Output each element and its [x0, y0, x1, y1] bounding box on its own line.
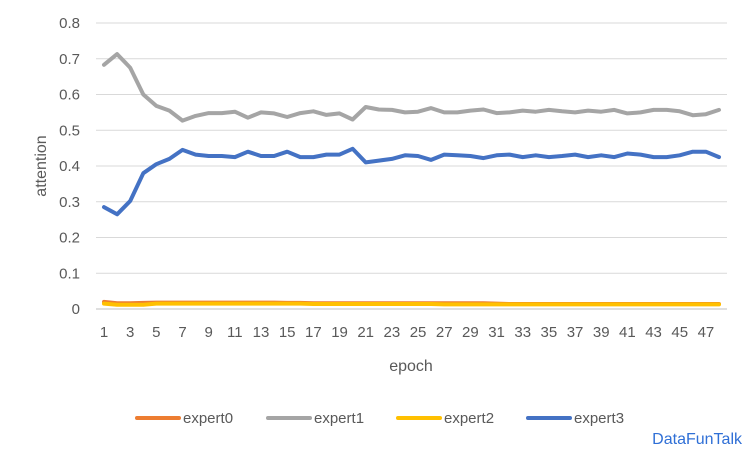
gridlines — [96, 22, 727, 310]
x-tick-label: 43 — [645, 324, 662, 341]
x-tick-label: 39 — [593, 324, 610, 341]
x-tick-label: 3 — [126, 324, 134, 341]
series-line-expert3 — [102, 146, 721, 217]
x-tick-label: 5 — [152, 324, 160, 341]
y-tick-label: 0.7 — [59, 51, 80, 68]
legend-label-expert0: expert0 — [183, 410, 233, 427]
x-tick-label: 1 — [100, 324, 108, 341]
y-tick-label: 0.2 — [59, 230, 80, 247]
x-tick-label: 13 — [253, 324, 270, 341]
legend-label-expert3: expert3 — [574, 410, 624, 427]
x-tick-label: 37 — [567, 324, 584, 341]
x-tick-label: 21 — [357, 324, 374, 341]
y-tick-label: 0.1 — [59, 265, 80, 282]
x-tick-label: 35 — [541, 324, 558, 341]
x-tick-label: 9 — [205, 324, 213, 341]
y-tick-label: 0.5 — [59, 122, 80, 139]
x-tick-label: 33 — [514, 324, 531, 341]
x-tick-label: 23 — [384, 324, 401, 341]
y-tick-label: 0 — [72, 301, 80, 318]
y-tick-label: 0.3 — [59, 194, 80, 211]
y-tick-label: 0.8 — [59, 15, 80, 32]
x-tick-label: 11 — [227, 324, 243, 341]
y-axis-ticks: 0 0.1 0.2 0.3 0.4 0.5 0.6 0.7 0.8 — [59, 15, 80, 318]
legend-label-expert1: expert1 — [314, 410, 364, 427]
series-line-expert2 — [102, 301, 721, 307]
x-tick-label: 45 — [671, 324, 688, 341]
x-tick-label: 41 — [619, 324, 636, 341]
x-tick-label: 31 — [488, 324, 505, 341]
x-tick-label: 27 — [436, 324, 453, 341]
watermark-text: DataFunTalk — [652, 431, 743, 448]
series-lines — [102, 52, 721, 307]
x-tick-label: 29 — [462, 324, 479, 341]
y-axis-title: attention — [33, 135, 50, 196]
x-tick-label: 47 — [698, 324, 715, 341]
x-tick-label: 25 — [410, 324, 427, 341]
x-axis-ticks: 1 3 5 7 9 11 13 15 17 19 21 23 25 27 29 31 33 35 37 39 41 43 4… — [100, 324, 714, 341]
legend-label-expert2: expert2 — [444, 410, 494, 427]
y-tick-label: 0.6 — [59, 87, 80, 104]
x-tick-label: 15 — [279, 324, 296, 341]
x-axis-title: epoch — [389, 358, 433, 375]
x-tick-label: 7 — [178, 324, 186, 341]
series-line-expert1 — [102, 52, 721, 123]
y-tick-label: 0.4 — [59, 158, 80, 175]
x-tick-label: 17 — [305, 324, 322, 341]
x-tick-label: 19 — [331, 324, 348, 341]
legend: expert0 expert1 expert2 expert3 — [135, 410, 624, 427]
